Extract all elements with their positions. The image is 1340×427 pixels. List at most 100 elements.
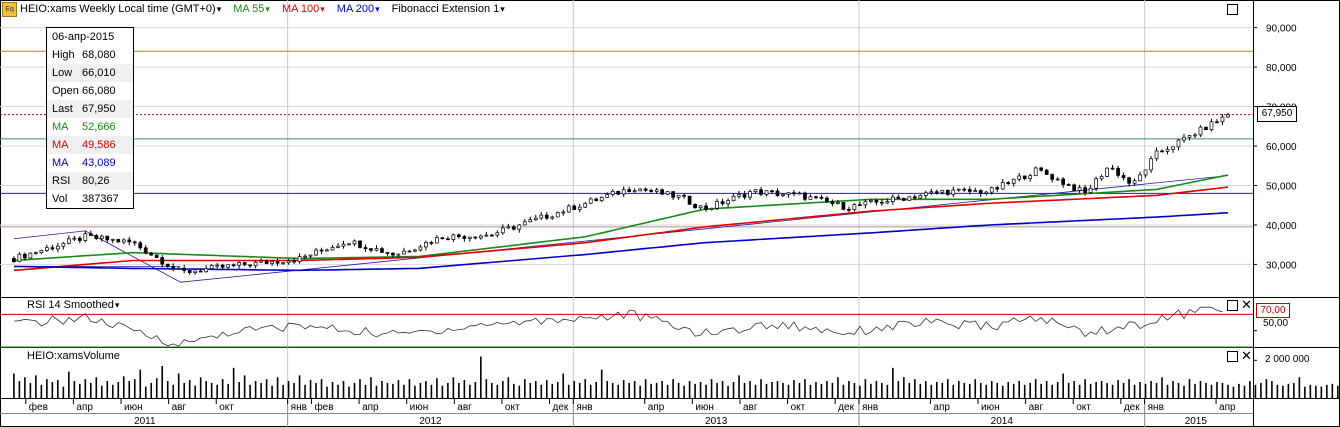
info-row: MA 43,089 [47, 154, 133, 172]
candle-body [978, 190, 983, 194]
candle-body [478, 235, 483, 239]
candle-body [484, 234, 489, 237]
price-tick-label: 80,000 [1266, 63, 1297, 74]
candle-body [1072, 184, 1076, 191]
candle-body [808, 196, 813, 200]
ma55-legend[interactable]: MA 55 [233, 3, 270, 15]
candle-body [715, 201, 719, 209]
candle-body [682, 194, 686, 197]
candle-body [577, 206, 582, 210]
candle-body [1193, 134, 1197, 137]
info-date: 06-апр-2015 [52, 31, 115, 43]
candle-body [182, 267, 187, 271]
candle-body [17, 253, 22, 263]
candle-body [407, 250, 412, 253]
month-label: июн [981, 402, 1000, 413]
candle-body [923, 192, 928, 196]
candle-body [951, 189, 956, 195]
candle-body [358, 240, 362, 248]
candle-body [457, 234, 461, 237]
volume-pane-close-icon[interactable]: ✕ [1241, 348, 1252, 363]
ma200-legend[interactable]: MA 200 [337, 3, 380, 15]
candle-body [424, 241, 428, 248]
candle-body [989, 187, 994, 193]
info-row: RSI 80,26 [47, 172, 133, 190]
candle-body [473, 236, 478, 239]
candle-body [319, 249, 324, 252]
rsi-pane-maximize-icon[interactable] [1227, 300, 1238, 311]
candle-body [94, 235, 99, 239]
candle-body [885, 201, 890, 204]
month-label: дек [838, 402, 854, 413]
candle-body [286, 260, 291, 264]
candle-body [984, 191, 989, 194]
candle-body [934, 191, 939, 194]
candle-body [511, 226, 516, 230]
price-tick-label: 50,000 [1266, 181, 1297, 192]
candle-body [1110, 167, 1115, 170]
month-label: авг [1029, 402, 1044, 413]
info-key: Open [52, 85, 79, 97]
candle-body [72, 237, 77, 240]
candle-body [391, 252, 395, 256]
candle-body [435, 237, 439, 244]
fibonacci-trendline [13, 175, 1228, 283]
month-label: апр [1219, 402, 1236, 413]
candle-body [50, 247, 55, 250]
candle-body [143, 247, 148, 254]
candle-body [1011, 178, 1016, 184]
candle-body [814, 196, 818, 199]
candle-body [34, 252, 38, 254]
ma100-legend[interactable]: MA 100 [282, 3, 325, 15]
candle-body [83, 233, 88, 241]
candle-body [709, 207, 714, 211]
price-tick-label: 40,000 [1266, 221, 1297, 232]
candle-body [533, 217, 538, 221]
candle-body [264, 260, 269, 264]
info-key: Low [52, 67, 73, 79]
candle-body [522, 221, 527, 226]
month-label: авг [457, 402, 472, 413]
info-value: 68,080 [82, 49, 116, 61]
year-label: 2015 [1185, 416, 1208, 427]
candle-body [665, 191, 670, 195]
candle-body [226, 264, 230, 268]
candle-body [242, 262, 247, 266]
month-label: окт [1076, 402, 1091, 413]
candle-body [1116, 167, 1120, 176]
candle-body [566, 205, 571, 213]
equity-icon[interactable]: Eq [2, 1, 17, 17]
candle-body [110, 238, 115, 241]
info-value: 80,26 [82, 175, 110, 187]
candle-body [874, 200, 879, 203]
candle-body [891, 196, 895, 202]
price-pane-maximize-icon[interactable] [1227, 4, 1238, 15]
candle-body [418, 246, 423, 251]
symbol-label[interactable]: HEIO:xams Weekly Local time (GMT+0) [20, 3, 221, 15]
candle-body [819, 197, 824, 199]
last-price-label: 67,950 [1257, 106, 1297, 122]
info-key: High [52, 49, 75, 61]
candle-body [704, 205, 708, 211]
candle-body [1121, 175, 1126, 179]
candle-body [1044, 169, 1049, 175]
candle-body [99, 235, 104, 239]
candle-body [748, 191, 752, 198]
candle-body [462, 236, 467, 239]
candle-body [1209, 121, 1214, 131]
candle-body [77, 237, 82, 241]
price-tick-label: 90,000 [1266, 24, 1297, 35]
candle-body [187, 270, 192, 273]
candle-body [1160, 150, 1164, 153]
candle-body [1000, 182, 1005, 190]
candle-body [23, 253, 27, 259]
candle-body [281, 262, 285, 265]
rsi-pane-close-icon[interactable]: ✕ [1241, 297, 1252, 312]
candle-body [1132, 180, 1137, 184]
candle-body [352, 240, 357, 245]
rsi-title[interactable]: RSI 14 Smoothed [27, 299, 119, 311]
fibonacci-legend[interactable]: Fibonacci Extension 1 [392, 3, 505, 15]
volume-pane-maximize-icon[interactable] [1227, 351, 1238, 362]
candle-body [341, 243, 346, 247]
